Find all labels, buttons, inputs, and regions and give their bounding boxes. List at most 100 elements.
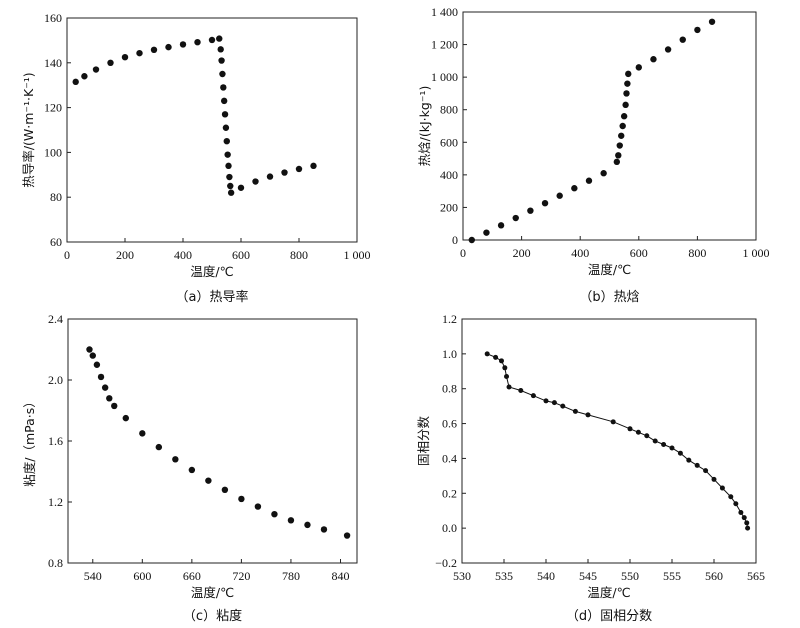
- panel-c-data-point: [93, 361, 101, 368]
- panel-d-data-point: [585, 412, 591, 418]
- panel-d-series-line: [487, 353, 749, 529]
- panel-a-x-axis-label: 温度/℃: [190, 264, 233, 279]
- panel-a-data-point: [310, 162, 317, 170]
- panel-c-x-tick-label: 780: [282, 569, 300, 583]
- panel-a-data-point: [227, 189, 235, 196]
- panel-d-data-point: [733, 501, 739, 507]
- panel-a-data-point: [220, 84, 227, 91]
- panel-c-y-axis-label: 粘度/（mPa·s）: [22, 395, 37, 487]
- panel-a-data-point: [72, 78, 79, 86]
- panel-d-y-axis-label: 固相分数: [416, 416, 431, 467]
- panel-c-data-point: [287, 517, 295, 524]
- panel-a-data-point: [218, 57, 225, 64]
- panel-a-data-point: [179, 41, 187, 48]
- panel-c-data-point: [122, 414, 129, 422]
- panel-a-data-point: [217, 46, 224, 53]
- panel-d-data-point: [711, 476, 717, 482]
- panel-a-y-tick-label: 80: [50, 190, 62, 204]
- panel-d-data-point: [644, 433, 650, 439]
- panel-c-data-point: [254, 503, 262, 510]
- panel-d-data-point: [677, 450, 683, 456]
- panel-a-y-tick-label: 120: [44, 101, 62, 115]
- panel-d-y-tick-label: 0.6: [442, 417, 457, 431]
- panel-a-data-point: [226, 173, 233, 181]
- panel-a-frame: [66, 17, 358, 243]
- panel-b-data-point: [619, 122, 626, 130]
- panel-d-x-tick-label: 560: [705, 569, 723, 583]
- panel-d-data-point: [610, 419, 616, 425]
- panel-d-data-point: [543, 398, 549, 404]
- panel-a-x-tick-label: 0: [64, 248, 70, 262]
- panel-c-data-point: [139, 430, 146, 437]
- panel-a-data-point: [150, 46, 158, 54]
- panel-b-x-axis-label: 温度/℃: [588, 262, 631, 277]
- panel-b-data-point: [694, 26, 701, 34]
- panel-c-data-point: [172, 456, 179, 463]
- panel-b-x-tick-label: 200: [513, 246, 531, 260]
- panel-b-data-point: [616, 142, 623, 149]
- panel-d-data-point: [745, 525, 751, 531]
- panel-a-data-point: [107, 59, 114, 66]
- panel-b-data-point: [624, 80, 631, 87]
- panel-d-x-tick-label: 535: [495, 569, 513, 583]
- panel-b-data-point: [679, 36, 686, 43]
- panel-d-y-tick-label: 0.0: [442, 521, 457, 535]
- panel-a-caption: （a）热导率: [176, 289, 249, 305]
- panel-d-data-point: [518, 387, 524, 393]
- panel-d-frame: [461, 318, 757, 564]
- panel-c-data-point: [238, 495, 245, 503]
- panel-d-x-tick-label: 565: [747, 569, 765, 583]
- panel-b-x-tick-label: 800: [688, 246, 706, 260]
- panel-c-data-point: [97, 373, 105, 381]
- panel-b-y-tick-label: 1 000: [431, 70, 458, 84]
- panel-c-data-point: [101, 384, 109, 391]
- panel-c-y-tick-label: 1.2: [48, 495, 63, 509]
- panel-b-y-tick-label: 1 400: [431, 5, 458, 19]
- panel-c-data-point: [106, 395, 113, 402]
- panel-c-x-tick-label: 540: [84, 569, 102, 583]
- panel-d-y-tick-label: 1.2: [442, 312, 457, 326]
- panel-c-y-tick-label: 1.6: [48, 434, 63, 448]
- panel-b-data-point: [622, 101, 629, 109]
- panel-c-frame: [67, 318, 358, 564]
- panel-c-x-tick-label: 840: [331, 569, 349, 583]
- panel-b-x-tick-label: 600: [630, 246, 648, 260]
- panel-d-caption: （d）固相分数: [566, 609, 652, 624]
- panel-b-y-tick-label: 400: [440, 168, 458, 182]
- panel-b-data-point: [497, 222, 505, 229]
- panel-b-y-tick-label: 800: [440, 103, 458, 117]
- panel-a-data-point: [121, 54, 129, 61]
- panel-c-x-axis-label: 温度/℃: [191, 585, 234, 600]
- panel-c-data-point: [304, 521, 311, 529]
- panel-c-y-tick-label: 2.0: [48, 373, 63, 387]
- panel-c-y-tick-label: 0.8: [48, 556, 63, 570]
- panel-a-data-point: [225, 162, 232, 170]
- panel-d-x-tick-label: 550: [621, 569, 639, 583]
- panel-c-x-tick-label: 600: [133, 569, 151, 583]
- panel-b-x-tick-label: 1 000: [743, 246, 770, 260]
- panel-c-data-point: [271, 511, 278, 518]
- panel-b-data-point: [512, 214, 519, 222]
- panel-b-data-point: [618, 132, 625, 139]
- panel-a-x-tick-label: 600: [232, 248, 250, 262]
- panel-d-data-point: [652, 438, 658, 444]
- panel-c-y-tick-label: 2.4: [48, 312, 63, 326]
- panel-d-data-point: [738, 509, 744, 515]
- panel-a-data-point: [281, 169, 288, 176]
- panel-b-frame: [462, 11, 757, 241]
- panel-c-data-point: [221, 486, 229, 493]
- panel-b-data-point: [613, 158, 621, 166]
- panel-d-data-point: [572, 408, 578, 414]
- panel-a-data-point: [219, 70, 226, 78]
- panel-a-data-point: [227, 182, 234, 190]
- panel-a-data-point: [220, 97, 228, 105]
- panel-d-y-tick-label: −0.2: [435, 556, 457, 570]
- panel-a-data-point: [252, 178, 259, 185]
- panel-d-x-tick-label: 555: [663, 569, 681, 583]
- panel-a-data-point: [92, 66, 100, 73]
- panel-b-data-point: [635, 64, 642, 71]
- panel-d-data-point: [728, 494, 734, 500]
- panel-d-data-point: [669, 445, 675, 451]
- panel-c-data-point: [86, 346, 93, 353]
